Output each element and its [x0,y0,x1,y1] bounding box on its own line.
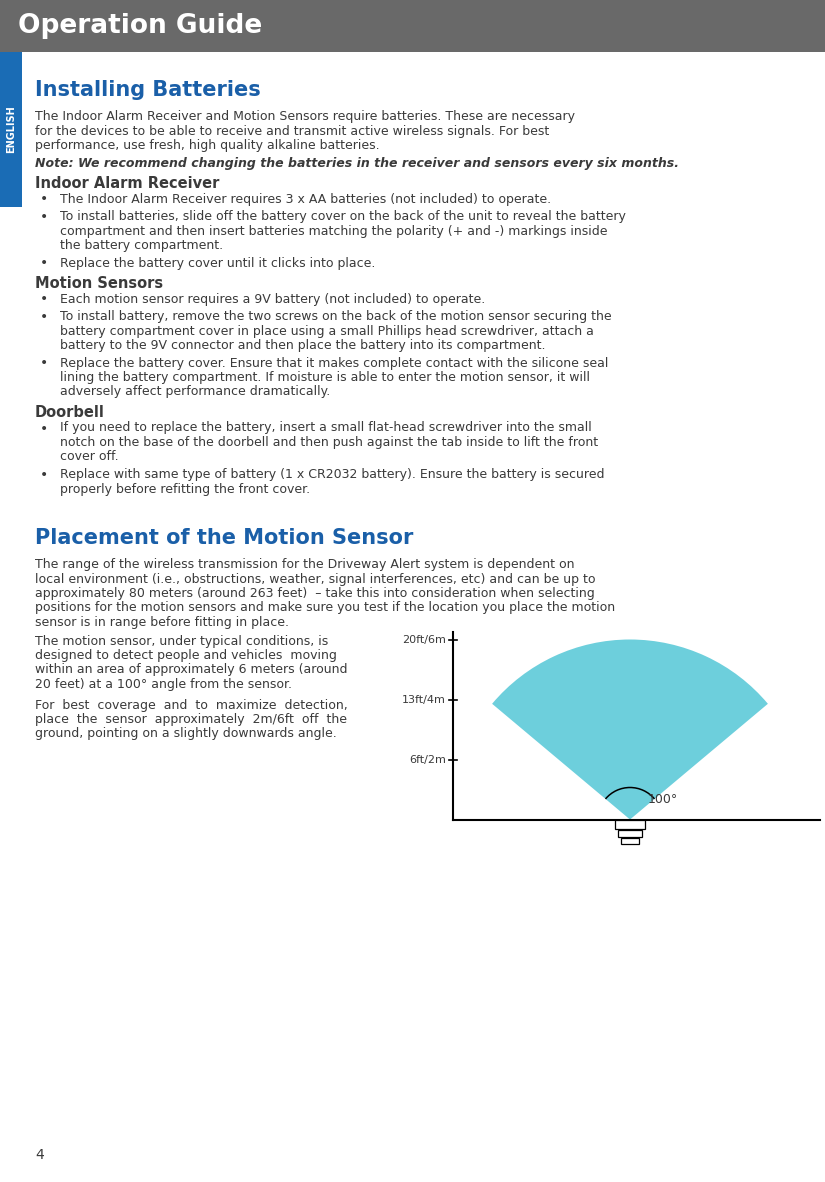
Text: positions for the motion sensors and make sure you test if the location you plac: positions for the motion sensors and mak… [35,602,615,615]
Text: performance, use fresh, high quality alkaline batteries.: performance, use fresh, high quality alk… [35,139,380,152]
Text: •: • [40,422,48,435]
Text: designed to detect people and vehicles  moving: designed to detect people and vehicles m… [35,649,337,662]
Bar [0,52,22,207]
Text: for the devices to be able to receive and transmit active wireless signals. For : for the devices to be able to receive an… [35,124,549,137]
Text: Doorbell: Doorbell [35,405,105,420]
Text: cover off.: cover off. [60,450,119,463]
Text: •: • [40,468,48,482]
Text: •: • [40,292,48,306]
Text: 6ft/2m: 6ft/2m [409,754,446,765]
Text: Replace the battery cover. Ensure that it makes complete contact with the silico: Replace the battery cover. Ensure that i… [60,357,608,370]
Text: •: • [40,357,48,370]
Text: ENGLISH: ENGLISH [6,105,16,154]
Text: adversely affect performance dramatically.: adversely affect performance dramaticall… [60,385,330,398]
Text: For  best  coverage  and  to  maximize  detection,: For best coverage and to maximize detect… [35,699,348,712]
Text: •: • [40,310,48,324]
Text: compartment and then insert batteries matching the polarity (+ and -) markings i: compartment and then insert batteries ma… [60,225,607,238]
Text: place  the  sensor  approximately  2m/6ft  off  the: place the sensor approximately 2m/6ft of… [35,713,347,726]
Text: The Indoor Alarm Receiver and Motion Sensors require batteries. These are necess: The Indoor Alarm Receiver and Motion Sen… [35,110,575,123]
Text: battery to the 9V connector and then place the battery into its compartment.: battery to the 9V connector and then pla… [60,339,545,352]
Text: Installing Batteries: Installing Batteries [35,80,261,100]
Text: sensor is in range before fitting in place.: sensor is in range before fitting in pla… [35,616,289,629]
Bar [618,830,642,837]
Bar [615,820,645,829]
Text: The range of the wireless transmission for the Driveway Alert system is dependen: The range of the wireless transmission f… [35,558,574,571]
Text: Indoor Alarm Receiver: Indoor Alarm Receiver [35,176,219,191]
Text: 20 feet) at a 100° angle from the sensor.: 20 feet) at a 100° angle from the sensor… [35,678,292,691]
Text: To install battery, remove the two screws on the back of the motion sensor secur: To install battery, remove the two screw… [60,310,611,323]
Text: lining the battery compartment. If moisture is able to enter the motion sensor, : lining the battery compartment. If moist… [60,371,590,384]
Text: 13ft/4m: 13ft/4m [402,695,446,704]
Text: Each motion sensor requires a 9V battery (not included) to operate.: Each motion sensor requires a 9V battery… [60,292,485,305]
Text: Replace with same type of battery (1 x CR2032 battery). Ensure the battery is se: Replace with same type of battery (1 x C… [60,468,605,481]
Text: within an area of approximately 6 meters (around: within an area of approximately 6 meters… [35,663,347,676]
Text: 20ft/6m: 20ft/6m [402,635,446,644]
Text: Placement of the Motion Sensor: Placement of the Motion Sensor [35,528,413,548]
Bar [0,0,825,52]
Text: notch on the base of the doorbell and then push against the tab inside to lift t: notch on the base of the doorbell and th… [60,436,598,449]
Wedge shape [492,639,768,819]
Text: To install batteries, slide off the battery cover on the back of the unit to rev: To install batteries, slide off the batt… [60,210,626,223]
Text: Operation Guide: Operation Guide [18,13,262,39]
Text: •: • [40,256,48,271]
Bar [621,838,639,844]
Text: 100°: 100° [648,793,678,806]
Text: ground, pointing on a slightly downwards angle.: ground, pointing on a slightly downwards… [35,727,337,740]
Text: Motion Sensors: Motion Sensors [35,277,163,291]
Text: The motion sensor, under typical conditions, is: The motion sensor, under typical conditi… [35,635,328,648]
Text: If you need to replace the battery, insert a small flat-head screwdriver into th: If you need to replace the battery, inse… [60,422,592,435]
Text: Note: We recommend changing the batteries in the receiver and sensors every six : Note: We recommend changing the batterie… [35,157,679,170]
Text: properly before refitting the front cover.: properly before refitting the front cove… [60,482,310,495]
Text: approximately 80 meters (around 263 feet)  – take this into consideration when s: approximately 80 meters (around 263 feet… [35,587,595,600]
Text: •: • [40,193,48,207]
Text: the battery compartment.: the battery compartment. [60,239,223,252]
Text: battery compartment cover in place using a small Phillips head screwdriver, atta: battery compartment cover in place using… [60,325,594,338]
Text: Replace the battery cover until it clicks into place.: Replace the battery cover until it click… [60,256,375,269]
Text: The Indoor Alarm Receiver requires 3 x AA batteries (not included) to operate.: The Indoor Alarm Receiver requires 3 x A… [60,193,551,206]
Text: •: • [40,210,48,225]
Text: local environment (i.e., obstructions, weather, signal interferences, etc) and c: local environment (i.e., obstructions, w… [35,572,596,585]
Text: 4: 4 [35,1148,44,1162]
